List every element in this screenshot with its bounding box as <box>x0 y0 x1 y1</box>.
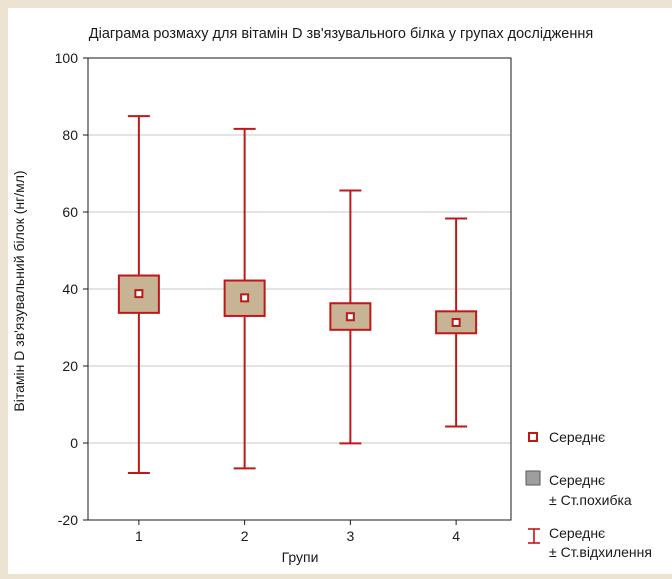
y-tick-label: 0 <box>70 435 78 451</box>
box-group-2 <box>223 127 266 470</box>
chart-panel: Діаграма розмаху для вітамін D зв'язувал… <box>8 8 672 574</box>
x-tick-label: 3 <box>346 528 354 544</box>
mean-marker <box>345 312 355 322</box>
x-tick-label: 4 <box>452 528 460 544</box>
box-plot-chart: Діаграма розмаху для вітамін D зв'язувал… <box>11 26 652 565</box>
box-group-1 <box>117 115 160 475</box>
y-tick-label: -20 <box>58 512 78 528</box>
legend-sd-line1: Середнє <box>549 525 605 541</box>
x-axis-ticks: 1 2 3 4 <box>135 520 460 544</box>
y-tick-label: 40 <box>62 281 78 297</box>
y-axis-ticks: -20 0 20 40 60 80 100 <box>55 50 88 528</box>
y-axis-label: Вітамін D зв'язувальний білок (нг/мл) <box>11 170 27 411</box>
y-tick-label: 60 <box>62 204 78 220</box>
y-tick-label: 100 <box>55 50 79 66</box>
box-group-3 <box>329 189 372 445</box>
chart-title: Діаграма розмаху для вітамін D зв'язувал… <box>89 26 593 42</box>
legend-sd-line2: ± Ст.відхилення <box>549 544 652 560</box>
legend-se-marker <box>525 470 541 486</box>
box-plot-marks <box>117 115 478 475</box>
legend-se-line1: Середнє <box>549 472 605 488</box>
legend-mean-marker <box>528 432 538 442</box>
x-tick-label: 1 <box>135 528 143 544</box>
mean-marker <box>240 293 250 303</box>
box-group-4 <box>435 217 478 428</box>
legend: Середнє Середнє ± Ст.похибка Середнє ± С… <box>525 429 652 560</box>
y-tick-label: 80 <box>62 127 78 143</box>
x-tick-label: 2 <box>241 528 249 544</box>
legend-item-mean: Середнє <box>528 429 605 445</box>
mean-marker <box>134 289 144 299</box>
legend-sd-marker <box>528 528 540 544</box>
y-tick-label: 20 <box>62 358 78 374</box>
legend-mean-label: Середнє <box>549 429 605 445</box>
legend-se-line2: ± Ст.похибка <box>549 492 632 508</box>
x-axis-label: Групи <box>282 549 319 565</box>
legend-item-sd: Середнє ± Ст.відхилення <box>528 525 652 560</box>
mean-marker <box>451 317 461 327</box>
legend-item-se: Середнє ± Ст.похибка <box>525 470 632 508</box>
